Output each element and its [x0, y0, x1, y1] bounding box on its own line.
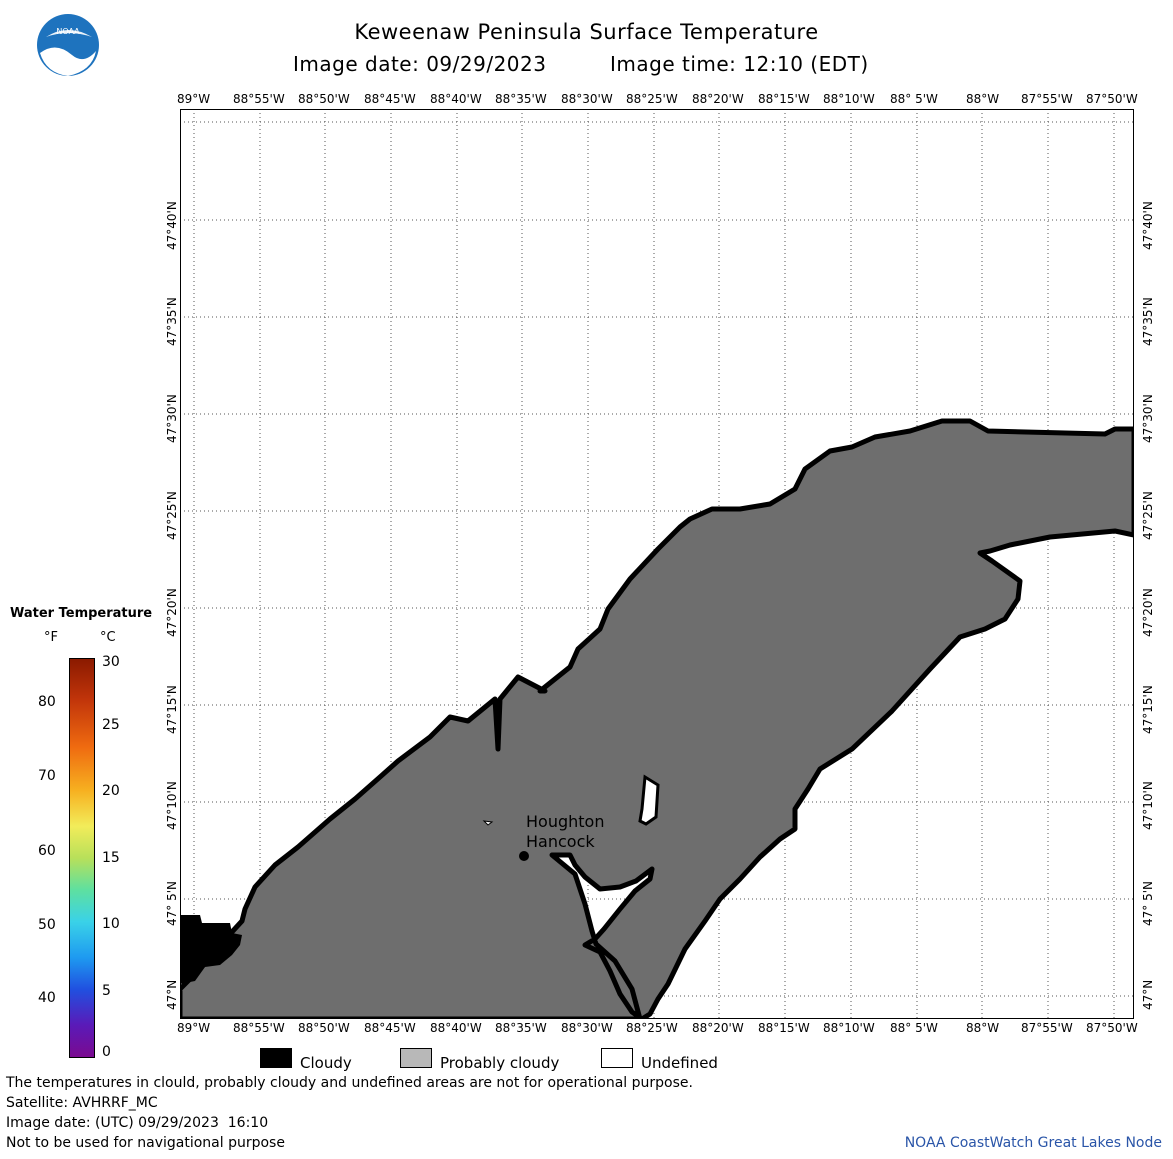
lon-label-top: 87°50'W [1086, 92, 1138, 106]
colorbar-c-tick: 25 [102, 717, 120, 733]
cloudy-area [180, 915, 242, 984]
colorbar-c-tick: 30 [102, 654, 120, 670]
colorbar-c-tick: 10 [102, 916, 120, 932]
map-title: Keweenaw Peninsula Surface Temperature [354, 20, 819, 44]
lat-label-right: 47° 5'N [1141, 881, 1155, 926]
lon-label-top: 88°35'W [495, 92, 547, 106]
colorbar-c-tick: 5 [102, 983, 111, 999]
lon-label-bottom: 88°45'W [364, 1021, 416, 1035]
houghton-label: Houghton [526, 812, 605, 831]
lat-label-right: 47°N [1141, 979, 1155, 1010]
lat-label-left: 47°35'N [165, 297, 179, 346]
colorbar-c-tick: 15 [102, 850, 120, 866]
map-border [180, 109, 1134, 1019]
lon-label-top: 88°45'W [364, 92, 416, 106]
lat-label-left: 47°30'N [165, 394, 179, 443]
lon-label-bottom: 87°55'W [1021, 1021, 1073, 1035]
lon-label-bottom: 88°30'W [561, 1021, 613, 1035]
lon-label-bottom: 88°25'W [626, 1021, 678, 1035]
lat-label-left: 47°10'N [165, 781, 179, 830]
image-date: Image date: 09/29/2023 [293, 52, 547, 76]
colorbar-f-tick: 80 [38, 694, 56, 710]
lat-label-left: 47° 5'N [165, 881, 179, 926]
legend-undefined-swatch [601, 1048, 633, 1068]
legend-cloudy-label: Cloudy [300, 1054, 352, 1072]
lon-label-bottom: 88°10'W [823, 1021, 875, 1035]
footer-credit: NOAA CoastWatch Great Lakes Node [904, 1135, 1162, 1151]
lon-label-bottom: 88°15'W [758, 1021, 810, 1035]
legend-undefined-label: Undefined [641, 1054, 718, 1072]
lon-label-top: 88°30'W [561, 92, 613, 106]
lon-label-bottom: 89°W [177, 1021, 211, 1035]
lat-label-left: 47°20'N [165, 588, 179, 637]
lon-label-top: 88°25'W [626, 92, 678, 106]
legend-probably-cloudy-label: Probably cloudy [440, 1054, 560, 1072]
legend-cloudy-swatch [260, 1048, 292, 1068]
footer-utc-date: Image date: (UTC) 09/29/2023 16:10 [6, 1115, 269, 1131]
colorbar-gradient [69, 658, 95, 1058]
lat-label-right: 47°30'N [1141, 394, 1155, 443]
keweenaw-peninsula [180, 418, 1134, 1019]
colorbar-c-tick: 0 [102, 1044, 111, 1060]
colorbar-f-tick: 50 [38, 917, 56, 933]
lat-label-left: 47°15'N [165, 685, 179, 734]
lat-label-right: 47°10'N [1141, 781, 1155, 830]
lon-label-top: 88°20'W [692, 92, 744, 106]
footer-disclaimer: The temperatures in clould, probably clo… [6, 1075, 693, 1091]
small-island [482, 820, 494, 826]
lat-label-left: 47°40'N [165, 201, 179, 250]
lon-label-bottom: 88°40'W [430, 1021, 482, 1035]
lon-label-bottom: 88°W [966, 1021, 1000, 1035]
footer-nav-warning: Not to be used for navigational purpose [6, 1135, 285, 1151]
map-frame [180, 109, 1134, 1019]
lon-label-bottom: 87°50'W [1086, 1021, 1138, 1035]
lon-label-top: 88°50'W [298, 92, 350, 106]
colorbar-c-tick: 20 [102, 783, 120, 799]
logo-text: NOAA [56, 27, 80, 36]
colorbar-title: Water Temperature [10, 606, 153, 621]
colorbar-f-tick: 40 [38, 990, 56, 1006]
colorbar-unit-f: °F [44, 630, 58, 645]
lon-label-bottom: 88°20'W [692, 1021, 744, 1035]
lon-label-top: 88° 5'W [890, 92, 938, 106]
colorbar-f-tick: 60 [38, 843, 56, 859]
lat-label-right: 47°25'N [1141, 491, 1155, 540]
footer-satellite: Satellite: AVHRRF_MC [6, 1095, 158, 1111]
lon-label-top: 89°W [177, 92, 211, 106]
lon-label-bottom: 88°50'W [298, 1021, 350, 1035]
lon-label-top: 88°55'W [233, 92, 285, 106]
hancock-label: Hancock [526, 832, 595, 851]
lon-label-bottom: 88°55'W [233, 1021, 285, 1035]
lat-label-right: 47°15'N [1141, 685, 1155, 734]
lon-label-top: 88°40'W [430, 92, 482, 106]
lat-label-right: 47°40'N [1141, 201, 1155, 250]
lon-label-bottom: 88° 5'W [890, 1021, 938, 1035]
lon-label-top: 88°15'W [758, 92, 810, 106]
houghton-hancock-marker [519, 851, 529, 861]
colorbar-f-tick: 70 [38, 768, 56, 784]
lon-label-top: 87°55'W [1021, 92, 1073, 106]
torch-lake-shore [638, 774, 660, 826]
lon-label-top: 88°W [966, 92, 1000, 106]
colorbar-unit-c: °C [100, 630, 116, 645]
lat-label-left: 47°25'N [165, 491, 179, 540]
legend-probably-cloudy-swatch [400, 1048, 432, 1068]
lon-label-bottom: 88°35'W [495, 1021, 547, 1035]
lat-label-left: 47°N [165, 979, 179, 1010]
noaa-logo: NOAA [37, 14, 99, 76]
lat-label-right: 47°20'N [1141, 588, 1155, 637]
lat-label-right: 47°35'N [1141, 297, 1155, 346]
image-time: Image time: 12:10 (EDT) [610, 52, 869, 76]
lon-label-top: 88°10'W [823, 92, 875, 106]
